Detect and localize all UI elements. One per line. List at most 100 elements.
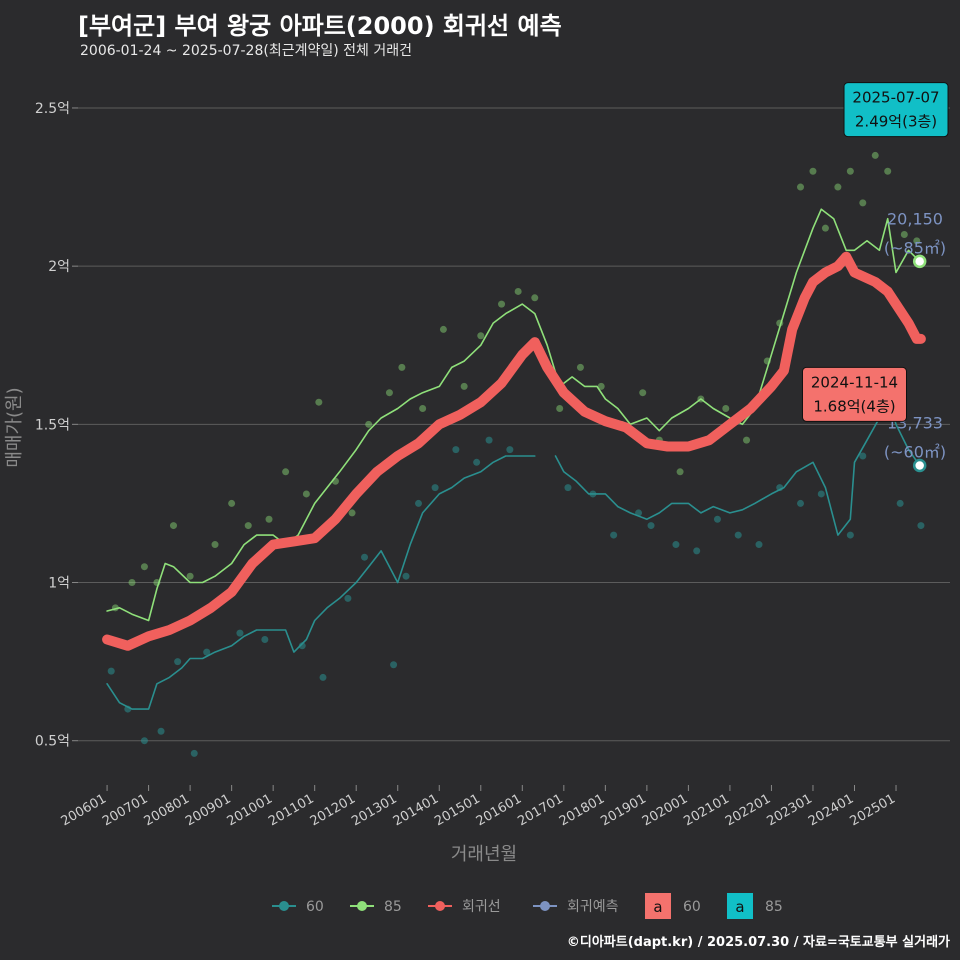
- scatter-point-60: [361, 553, 369, 561]
- scatter-point-60: [452, 446, 460, 454]
- legend-box-label: 85: [765, 899, 783, 915]
- scatter-point-60: [755, 541, 763, 549]
- scatter-point-85: [597, 382, 605, 390]
- annotations: 20,150(~85㎡)13,733(~60㎡)2025-07-072.49억(…: [801, 82, 949, 473]
- scatter-point-85: [900, 231, 908, 239]
- scatter-point-60: [817, 490, 825, 498]
- series-line-s85: [106, 208, 921, 622]
- scatter-point-60: [896, 499, 904, 507]
- callout-date: 2025-07-07: [852, 89, 939, 107]
- scatter-point-60: [797, 499, 805, 507]
- scatter-point-85: [302, 490, 310, 498]
- scatter-point-85: [419, 405, 427, 413]
- x-tick-label: 201601: [474, 791, 524, 829]
- y-tick-label: 2.5억: [35, 101, 70, 117]
- chart-title: [부여군] 부여 왕궁 아파트(2000) 회귀선 예측: [78, 12, 562, 40]
- scatter-point-85: [186, 572, 194, 580]
- x-tick-label: 201301: [349, 791, 399, 829]
- x-tick-label: 200801: [142, 791, 192, 829]
- y-tick-label: 2억: [48, 259, 70, 275]
- scatter-point-60: [174, 658, 182, 666]
- scatter-point-85: [809, 167, 817, 175]
- scatter-point-85: [498, 300, 506, 308]
- scatter-point-85: [797, 183, 805, 191]
- scatter-point-85: [871, 151, 879, 159]
- scatter-point-85: [140, 563, 148, 571]
- scatter-point-60: [713, 515, 721, 523]
- grid: [78, 107, 950, 742]
- x-tick-label: 201901: [598, 791, 648, 829]
- axes: 0.5억 1억 1.5억 2억 2.5억 200601200701200801200901…: [4, 101, 898, 865]
- scatter-point-85: [639, 389, 647, 397]
- x-tick-label: 202501: [848, 791, 898, 829]
- scatter-point-60: [672, 541, 680, 549]
- x-tick-label: 201201: [308, 791, 358, 829]
- scatter-point-85: [244, 522, 252, 530]
- scatter-point-85: [531, 294, 539, 302]
- legend-box-glyph: a: [653, 898, 662, 916]
- x-tick-label: 201001: [225, 791, 275, 829]
- legend-label: 회귀선: [462, 899, 501, 915]
- scatter-point-85: [821, 224, 829, 232]
- x-tick-label: 202201: [723, 791, 773, 829]
- legend-swatch-dot: [435, 901, 445, 911]
- legend-label: 85: [384, 899, 402, 915]
- end-label-area: (~85㎡): [884, 238, 946, 257]
- legend-label: 회귀예측: [567, 899, 619, 915]
- x-tick-label: 201501: [432, 791, 482, 829]
- scatter-point-60: [859, 452, 867, 460]
- legend-box-glyph: a: [735, 898, 744, 916]
- scatter-point-85: [365, 420, 373, 428]
- scatter-point-85: [211, 541, 219, 549]
- legend-box-60: [645, 893, 671, 919]
- x-tick-label: 201801: [557, 791, 607, 829]
- scatter-point-60: [190, 749, 198, 757]
- scatter-point-85: [846, 167, 854, 175]
- scatter-point-60: [414, 499, 422, 507]
- legend: 60 85 회귀선 회귀예측 a 60 a 85: [272, 893, 783, 919]
- scatter-point-85: [460, 382, 468, 390]
- legend-swatch-dot: [279, 901, 289, 911]
- scatter-point-85: [676, 468, 684, 476]
- legend-label: 60: [306, 899, 324, 915]
- scatter-point-85: [228, 499, 236, 507]
- legend-box-label: 60: [683, 899, 701, 915]
- chart-subtitle: 2006-01-24 ~ 2025-07-28(최근계약일) 전체 거래건: [80, 43, 412, 59]
- scatter-point-60: [473, 458, 481, 466]
- end-label-value: 20,150: [887, 209, 943, 228]
- x-tick-label: 200601: [59, 791, 109, 829]
- scatter-point-85: [884, 167, 892, 175]
- scatter-point-85: [385, 389, 393, 397]
- scatter-point-85: [128, 579, 136, 587]
- scatter-point-85: [722, 405, 730, 413]
- x-tick-label: 202301: [764, 791, 814, 829]
- callout-date: 2024-11-14: [811, 373, 898, 391]
- legend-swatch-dot: [540, 901, 550, 911]
- scatter-point-85: [477, 332, 485, 340]
- scatter-point-85: [913, 237, 921, 245]
- x-axis-title: 거래년월: [451, 844, 517, 865]
- callout-box: [843, 82, 949, 138]
- scatter-point-60: [390, 661, 398, 669]
- y-tick-label: 0.5억: [35, 734, 70, 750]
- scatter-point-85: [282, 468, 290, 476]
- callout-value: 2.49억(3층): [855, 113, 937, 131]
- scatter-point-85: [556, 405, 564, 413]
- y-tick-label: 1.5억: [35, 417, 70, 433]
- x-tick-label: 202401: [806, 791, 856, 829]
- series-line-regression: [102, 251, 926, 651]
- x-tick-label: 200701: [100, 791, 150, 829]
- scatter-point-85: [348, 509, 356, 517]
- scatter-point-85: [576, 363, 584, 371]
- scatter-point-60: [319, 673, 327, 681]
- scatter-point-60: [485, 436, 493, 444]
- legend-box-85: [727, 893, 753, 919]
- scatter-point-60: [431, 484, 439, 492]
- scatter-point-85: [315, 398, 323, 406]
- scatter-point-85: [743, 436, 751, 444]
- scatter-point-85: [170, 522, 178, 530]
- scatter-point-85: [265, 515, 273, 523]
- scatter-point-60: [344, 594, 352, 602]
- scatter-point-85: [834, 183, 842, 191]
